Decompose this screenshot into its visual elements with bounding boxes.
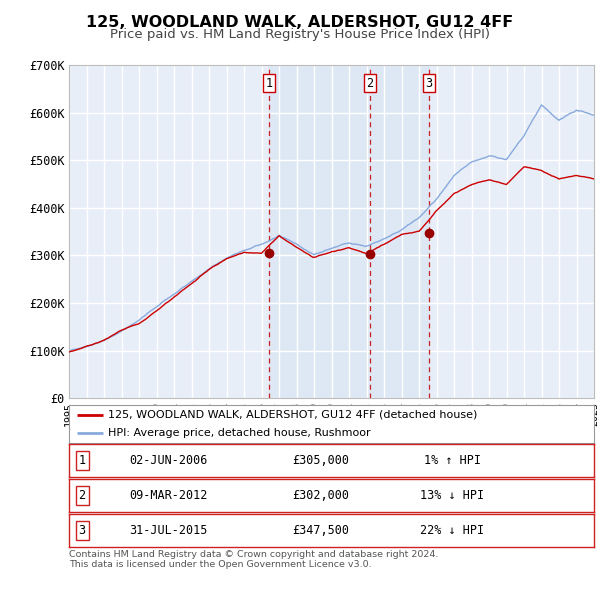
Text: 125, WOODLAND WALK, ALDERSHOT, GU12 4FF: 125, WOODLAND WALK, ALDERSHOT, GU12 4FF — [86, 15, 514, 30]
Text: £302,000: £302,000 — [293, 489, 349, 502]
Text: 1: 1 — [265, 77, 272, 90]
Text: 125, WOODLAND WALK, ALDERSHOT, GU12 4FF (detached house): 125, WOODLAND WALK, ALDERSHOT, GU12 4FF … — [109, 409, 478, 419]
Text: 31-JUL-2015: 31-JUL-2015 — [130, 524, 208, 537]
Text: 22% ↓ HPI: 22% ↓ HPI — [420, 524, 484, 537]
Text: £347,500: £347,500 — [293, 524, 349, 537]
Text: 09-MAR-2012: 09-MAR-2012 — [130, 489, 208, 502]
Text: 02-JUN-2006: 02-JUN-2006 — [130, 454, 208, 467]
Text: £305,000: £305,000 — [293, 454, 349, 467]
Text: 3: 3 — [79, 524, 86, 537]
Text: 1: 1 — [79, 454, 86, 467]
Text: 2: 2 — [79, 489, 86, 502]
Text: 13% ↓ HPI: 13% ↓ HPI — [420, 489, 484, 502]
Text: HPI: Average price, detached house, Rushmoor: HPI: Average price, detached house, Rush… — [109, 428, 371, 438]
Text: 3: 3 — [425, 77, 433, 90]
Text: 1% ↑ HPI: 1% ↑ HPI — [424, 454, 481, 467]
Bar — [269, 65, 429, 398]
Text: 2: 2 — [366, 77, 373, 90]
Text: Price paid vs. HM Land Registry's House Price Index (HPI): Price paid vs. HM Land Registry's House … — [110, 28, 490, 41]
Text: Contains HM Land Registry data © Crown copyright and database right 2024.
This d: Contains HM Land Registry data © Crown c… — [69, 550, 439, 569]
